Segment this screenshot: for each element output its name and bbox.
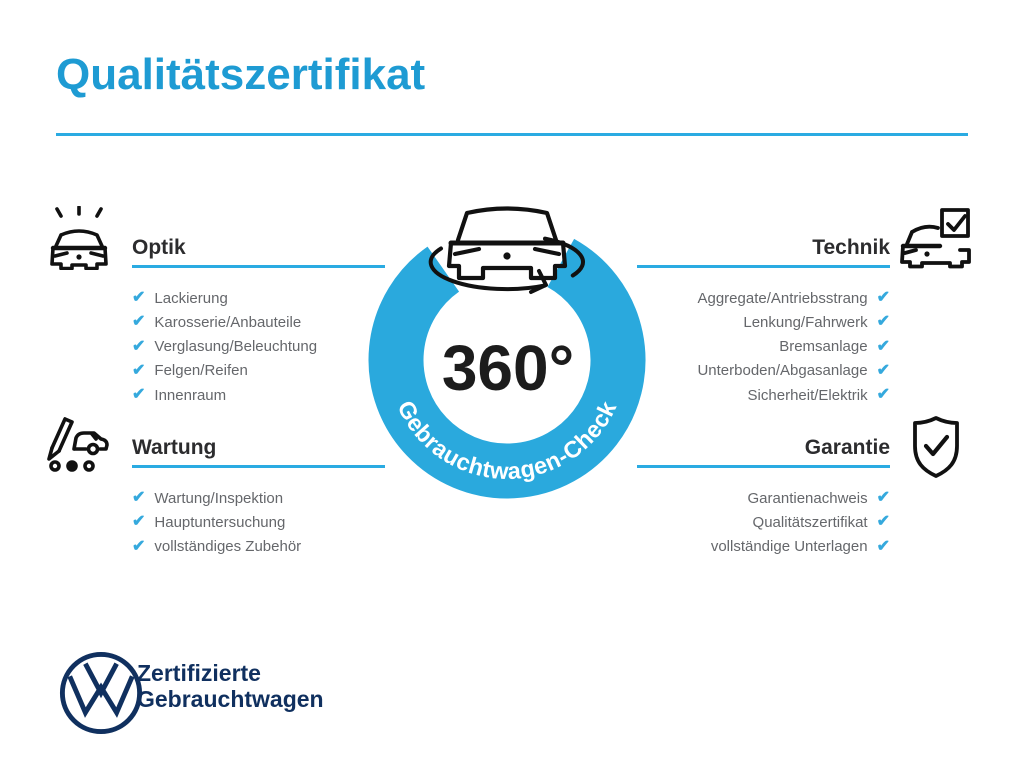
item-label: Hauptuntersuchung	[154, 513, 286, 531]
service-pencil-car-icon	[40, 408, 110, 472]
check-icon: ✔	[132, 537, 146, 555]
brand-claim: Zertifizierte Gebrauchtwagen	[137, 660, 324, 712]
section-rule-optik	[132, 265, 385, 268]
check-icon: ✔	[132, 513, 146, 531]
check-icon: ✔	[876, 361, 890, 379]
item-label: Unterboden/Abgasanlage	[697, 362, 868, 380]
section-rule-garantie	[637, 465, 890, 468]
checklist-item: ✔ Verglasung/Beleuchtung	[132, 337, 317, 357]
wartung-checklist: ✔ Wartung/Inspektion ✔ Hauptuntersuchung ✔…	[132, 488, 301, 557]
checklist-item: Qualitätszertifikat ✔	[753, 512, 890, 532]
item-label: Garantienachweis	[747, 489, 868, 507]
section-title-garantie: Garantie	[804, 436, 890, 459]
brand-claim-line1: Zertifizierte	[137, 660, 261, 686]
title-divider	[56, 133, 968, 136]
degrees-label: 360°	[442, 332, 574, 404]
checklist-item: Unterboden/Abgasanlage ✔	[697, 361, 890, 381]
check-icon: ✔	[132, 289, 146, 306]
checklist-item: ✔ Innenraum	[132, 385, 317, 405]
checklist-item: vollständige Unterlagen ✔	[711, 537, 890, 557]
check-icon: ✔	[132, 337, 146, 355]
car-checkbox-icon	[900, 208, 972, 270]
vw-logo	[58, 650, 144, 736]
item-label: Felgen/Reifen	[154, 362, 248, 380]
item-label: Bremsanlage	[779, 338, 868, 356]
checklist-item: Sicherheit/Elektrik ✔	[748, 385, 890, 405]
item-label: Innenraum	[154, 386, 227, 404]
badge-360-check: Gebrauchtwagen-Check 360°	[350, 180, 670, 520]
item-label: Sicherheit/Elektrik	[747, 386, 868, 404]
checklist-item: ✔ Lackierung	[132, 288, 317, 308]
brand-claim-line2: Gebrauchtwagen	[137, 686, 324, 712]
checklist-item: ✔ Wartung/Inspektion	[132, 488, 301, 508]
item-label: Verglasung/Beleuchtung	[154, 338, 318, 356]
check-icon: ✔	[876, 489, 890, 506]
car-360-rotation-icon	[428, 206, 585, 294]
item-label: Lenkung/Fahrwerk	[743, 313, 868, 331]
item-label: vollständiges Zubehör	[154, 538, 302, 556]
ring-arc	[368, 238, 646, 499]
optik-checklist: ✔ Lackierung ✔ Karosserie/Anbauteile ✔ Verg…	[132, 288, 317, 405]
check-icon: ✔	[876, 313, 890, 331]
item-label: Qualitätszertifikat	[752, 513, 868, 531]
checklist-item: ✔ vollständiges Zubehör	[132, 537, 301, 557]
section-title-optik: Optik	[132, 236, 186, 259]
check-icon: ✔	[876, 386, 890, 404]
shield-check-icon	[906, 414, 966, 480]
check-icon: ✔	[132, 386, 146, 404]
checklist-item: ✔ Karosserie/Anbauteile	[132, 312, 317, 332]
checklist-item: Lenkung/Fahrwerk ✔	[743, 312, 890, 332]
checklist-item: ✔ Hauptuntersuchung	[132, 512, 301, 532]
garantie-checklist: Garantienachweis ✔ Qualitätszertifikat ✔ v…	[711, 488, 890, 557]
item-label: Lackierung	[154, 289, 228, 307]
item-label: Aggregate/Antriebsstrang	[697, 289, 868, 307]
check-icon: ✔	[132, 489, 146, 506]
checklist-item: Bremsanlage ✔	[779, 337, 890, 357]
checklist-item: ✔ Felgen/Reifen	[132, 361, 317, 381]
checklist-item: Garantienachweis ✔	[748, 488, 890, 508]
section-title-technik: Technik	[812, 236, 890, 259]
check-icon: ✔	[876, 337, 890, 355]
technik-checklist: Aggregate/Antriebsstrang ✔ Lenkung/Fahrwe…	[697, 288, 890, 405]
check-icon: ✔	[876, 289, 890, 306]
section-rule-wartung	[132, 465, 385, 468]
item-label: Karosserie/Anbauteile	[154, 313, 302, 331]
check-icon: ✔	[876, 513, 890, 531]
check-icon: ✔	[132, 313, 146, 331]
car-shine-icon	[44, 206, 114, 270]
section-rule-technik	[637, 265, 890, 268]
page-title: Qualitätszertifikat	[56, 50, 426, 99]
item-label: Wartung/Inspektion	[154, 489, 284, 507]
item-label: vollständige Unterlagen	[710, 538, 868, 556]
section-title-wartung: Wartung	[132, 436, 217, 459]
checklist-item: Aggregate/Antriebsstrang ✔	[697, 288, 890, 308]
check-icon: ✔	[132, 361, 146, 379]
check-icon: ✔	[876, 537, 890, 555]
